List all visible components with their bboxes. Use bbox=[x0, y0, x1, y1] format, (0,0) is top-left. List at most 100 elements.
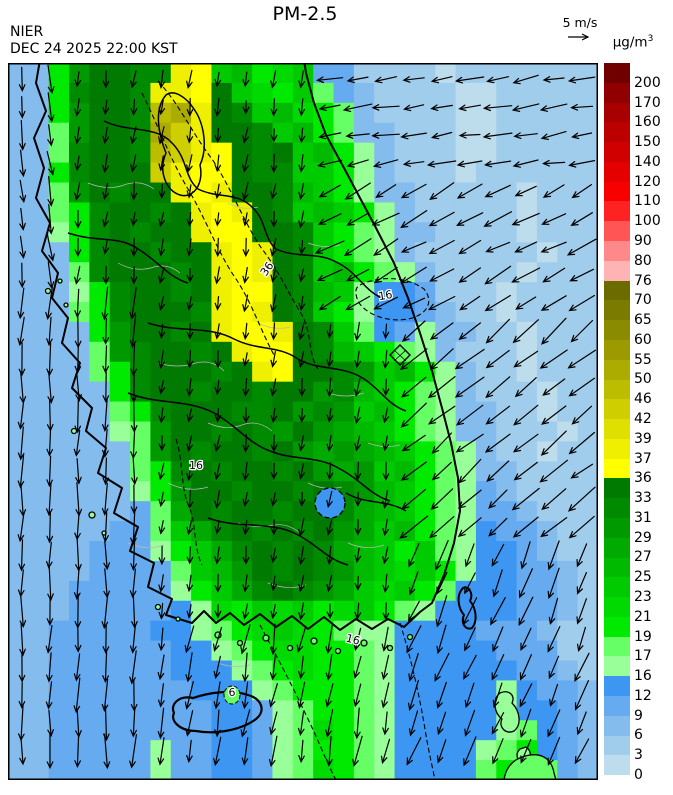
wind-arrow bbox=[399, 515, 429, 539]
wind-arrow bbox=[242, 491, 250, 507]
colorbar-tick-label: 36 bbox=[634, 470, 652, 487]
wind-arrow bbox=[402, 160, 425, 167]
wind-arrow bbox=[298, 295, 306, 312]
wind-arrow bbox=[492, 626, 504, 653]
wind-arrow bbox=[326, 462, 334, 481]
wind-arrow bbox=[47, 565, 54, 602]
colorbar-segment bbox=[604, 221, 630, 242]
wind-arrow bbox=[73, 677, 81, 714]
colorbar-segment bbox=[604, 82, 630, 103]
wind-arrow bbox=[242, 71, 250, 88]
wind-arrow bbox=[382, 435, 390, 452]
wind-arrow bbox=[186, 238, 194, 257]
wind-arrow bbox=[130, 70, 137, 89]
colorbar-segment bbox=[604, 201, 630, 222]
wind-arrow bbox=[492, 682, 503, 709]
jeju-contour-blob bbox=[223, 685, 241, 705]
colorbar-segment bbox=[604, 676, 630, 696]
wind-arrow bbox=[270, 322, 278, 341]
wind-arrow bbox=[214, 709, 221, 738]
wind-arrow bbox=[567, 76, 596, 84]
colorbar-tick-label: 150 bbox=[634, 134, 661, 151]
wind-arrow bbox=[130, 154, 137, 173]
wind-arrow bbox=[542, 76, 565, 83]
wind-arrow bbox=[354, 462, 362, 481]
hatched-marker bbox=[389, 344, 411, 366]
wind-arrow bbox=[101, 482, 109, 516]
map-frame bbox=[8, 63, 598, 780]
wind-arrow bbox=[541, 405, 567, 425]
wind-arrow bbox=[514, 185, 537, 197]
wind-arrow bbox=[511, 487, 540, 511]
wind-arrow bbox=[74, 626, 82, 653]
wind-arrow bbox=[46, 652, 53, 683]
wind-arrow bbox=[454, 348, 485, 370]
contour-label: 16 bbox=[189, 459, 203, 472]
wind-arrow bbox=[372, 159, 399, 168]
wind-arrow bbox=[455, 433, 484, 453]
colorbar-segment bbox=[604, 63, 630, 83]
wind-arrow bbox=[102, 182, 109, 200]
wind-arrow bbox=[74, 71, 82, 88]
wind-arrow bbox=[298, 407, 306, 423]
wind-arrow bbox=[269, 711, 278, 736]
wind-arrow bbox=[408, 679, 419, 711]
wind-arrow bbox=[513, 350, 539, 368]
wind-arrow bbox=[459, 295, 481, 311]
wind-arrow bbox=[214, 573, 222, 593]
wind-arrow bbox=[184, 680, 194, 710]
wind-arrow bbox=[214, 97, 222, 117]
wind-arrow bbox=[158, 155, 166, 172]
wind-arrow bbox=[539, 459, 569, 483]
wind-arrow bbox=[186, 350, 194, 369]
wind-arrow bbox=[186, 69, 193, 89]
wind-arrow bbox=[512, 319, 539, 344]
wind-arrow bbox=[399, 348, 428, 371]
wind-arrow bbox=[381, 654, 390, 681]
wind-arrow bbox=[485, 318, 510, 344]
colorbar-tick-label: 33 bbox=[634, 490, 652, 507]
wind-arrow bbox=[158, 295, 166, 311]
wind-arrow bbox=[325, 654, 333, 681]
wind-arrow bbox=[541, 317, 567, 345]
colorbar-tick-label: 50 bbox=[634, 371, 652, 388]
colorbar-segment bbox=[604, 142, 630, 162]
colorbar-segment bbox=[604, 597, 630, 617]
wind-arrow bbox=[408, 653, 419, 682]
wind-arrow bbox=[485, 241, 511, 253]
wind-arrow bbox=[74, 155, 82, 172]
wind-arrow bbox=[157, 707, 165, 740]
wind-arrow bbox=[186, 739, 193, 764]
wind-arrow bbox=[158, 545, 166, 566]
wind-arrow bbox=[482, 104, 513, 112]
wind-arrow bbox=[75, 458, 82, 485]
wind-arrow bbox=[540, 241, 567, 253]
wind-arrow bbox=[541, 488, 567, 511]
wind-arrow bbox=[352, 735, 363, 768]
wind-arrow bbox=[484, 184, 511, 198]
wind-arrow bbox=[242, 545, 250, 565]
wind-arrow bbox=[46, 233, 55, 262]
wind-arrow bbox=[17, 426, 25, 461]
colorbar-segment bbox=[604, 280, 630, 301]
wind-arrow bbox=[382, 489, 389, 509]
wind-arrow bbox=[492, 569, 503, 598]
wind-arrow bbox=[354, 575, 362, 592]
wind-arrow bbox=[270, 350, 277, 368]
wind-arrow bbox=[540, 295, 567, 311]
wind-arrow bbox=[298, 182, 305, 201]
wind-arrow bbox=[298, 378, 306, 397]
wind-arrow bbox=[540, 517, 568, 538]
wind-arrow bbox=[326, 377, 334, 398]
colorbar-segment bbox=[604, 260, 630, 281]
wind-arrow bbox=[130, 342, 137, 377]
wind-arrow bbox=[214, 71, 222, 88]
wind-arrow bbox=[353, 683, 362, 708]
wind-arrow bbox=[47, 92, 55, 123]
wind-arrow bbox=[486, 460, 510, 482]
wind-arrow bbox=[549, 683, 559, 707]
wind-arrow bbox=[426, 160, 457, 168]
wind-arrow bbox=[571, 405, 593, 425]
colorbar-segment bbox=[604, 379, 630, 400]
